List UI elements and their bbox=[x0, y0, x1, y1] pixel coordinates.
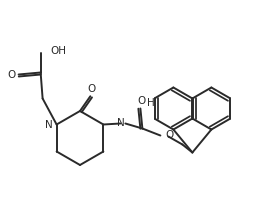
Text: O: O bbox=[165, 131, 174, 141]
Text: O: O bbox=[137, 95, 146, 106]
Text: O: O bbox=[7, 69, 16, 79]
Text: N: N bbox=[45, 120, 53, 129]
Text: OH: OH bbox=[51, 46, 67, 57]
Text: N: N bbox=[117, 118, 124, 129]
Text: O: O bbox=[87, 84, 96, 94]
Text: H: H bbox=[147, 97, 154, 108]
